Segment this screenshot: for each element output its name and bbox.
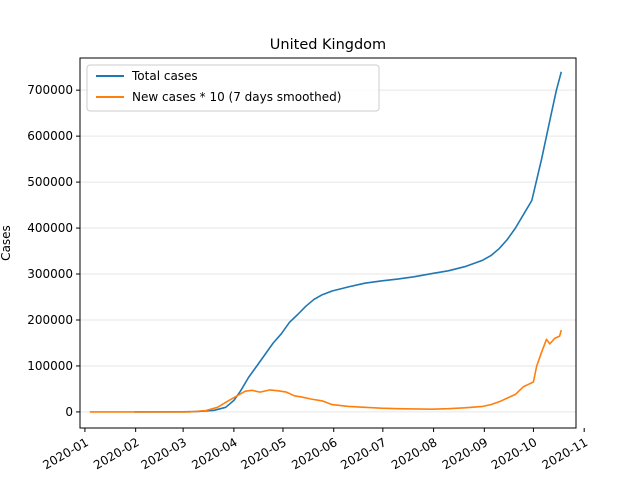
x-tick-label: 2020-01 bbox=[40, 435, 90, 472]
chart-title: United Kingdom bbox=[270, 37, 386, 53]
y-tick-label: 200000 bbox=[27, 313, 73, 327]
x-tick-label: 2020-02 bbox=[91, 435, 141, 472]
y-axis-ticks: 0 100000 200000 300000 400000 500000 600000 700… bbox=[27, 83, 80, 419]
x-tick-label: 2020-06 bbox=[289, 435, 339, 472]
legend: Total cases New cases * 10 (7 days smoot… bbox=[86, 64, 380, 112]
x-tick-label: 2020-04 bbox=[189, 435, 239, 472]
y-tick-label: 0 bbox=[65, 405, 73, 419]
x-tick-label: 2020-11 bbox=[540, 435, 590, 472]
x-tick-label: 2020-03 bbox=[139, 435, 189, 472]
legend-label-new-cases: New cases * 10 (7 days smoothed) bbox=[132, 90, 341, 104]
legend-box bbox=[86, 64, 380, 112]
plot-frame bbox=[79, 57, 577, 429]
x-tick-label: 2020-10 bbox=[489, 435, 539, 472]
y-tick-label: 300000 bbox=[27, 267, 73, 281]
y-tick-label: 500000 bbox=[27, 175, 73, 189]
x-tick-label: 2020-07 bbox=[338, 435, 388, 472]
x-tick-label: 2020-08 bbox=[389, 435, 439, 472]
y-axis-label: Cases bbox=[0, 225, 13, 261]
y-tick-label: 600000 bbox=[27, 129, 73, 143]
gridlines bbox=[80, 89, 576, 413]
x-tick-label: 2020-05 bbox=[238, 435, 288, 472]
y-tick-label: 100000 bbox=[27, 359, 73, 373]
series-line-total-cases bbox=[133, 71, 563, 413]
x-tick-label: 2020-09 bbox=[440, 435, 490, 472]
y-tick-label: 700000 bbox=[27, 83, 73, 97]
y-tick-label: 400000 bbox=[27, 221, 73, 235]
plot-series bbox=[89, 71, 563, 413]
series-line-new-cases bbox=[89, 329, 563, 413]
legend-label-total-cases: Total cases bbox=[131, 69, 198, 83]
